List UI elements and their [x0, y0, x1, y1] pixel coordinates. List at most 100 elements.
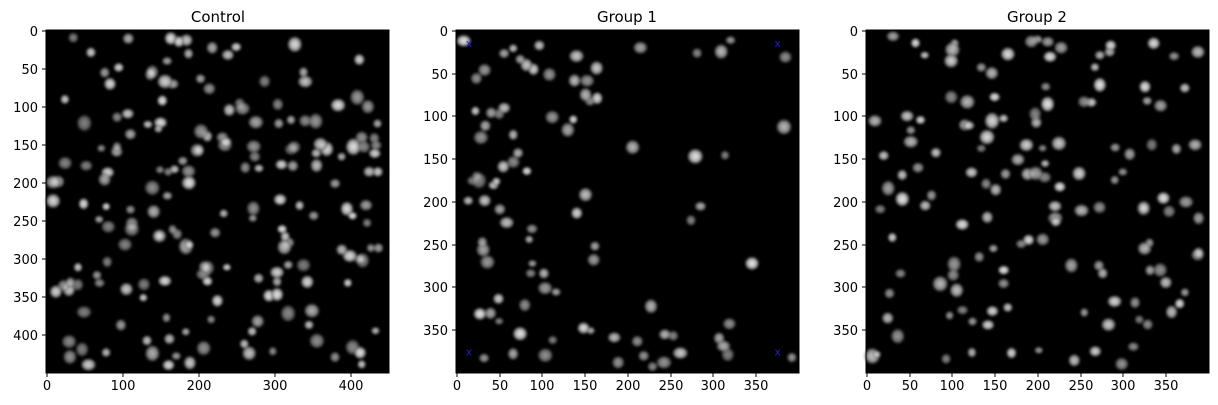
nucleus: [625, 140, 640, 155]
nucleus: [1043, 51, 1057, 62]
nucleus: [287, 36, 302, 53]
nucleus: [162, 57, 173, 65]
nucleus: [498, 48, 510, 59]
nucleus: [366, 243, 376, 253]
nucleus: [68, 32, 79, 43]
nucleus: [268, 347, 277, 356]
nucleus: [92, 270, 102, 280]
nucleus: [745, 257, 759, 270]
nucleus: [155, 165, 165, 174]
y-tick-label: 100: [833, 110, 858, 125]
nucleus: [124, 128, 136, 140]
panel-title: Group 2: [1007, 8, 1067, 26]
nucleus: [525, 269, 536, 278]
nucleus: [494, 203, 506, 215]
panel-group-2: Group 2 0 50 100 150 200 250 300 350: [833, 8, 1210, 394]
nucleus: [81, 358, 96, 371]
nucleus: [695, 201, 706, 211]
nucleus: [63, 349, 77, 364]
nucleus: [1011, 153, 1025, 166]
nucleus: [277, 224, 287, 234]
nucleus: [206, 315, 216, 324]
nucleus: [1163, 205, 1176, 218]
nucleus: [340, 201, 354, 216]
y-tick-label: 300: [13, 253, 38, 268]
nucleus: [1093, 201, 1106, 214]
nucleus: [1180, 288, 1190, 297]
nucleus: [343, 278, 352, 288]
nucleus: [277, 239, 292, 255]
nucleus: [1168, 51, 1180, 61]
nucleus: [348, 211, 357, 220]
nucleus: [181, 328, 190, 336]
nucleus: [591, 92, 603, 105]
nucleus: [507, 347, 519, 360]
nucleus: [97, 144, 106, 152]
nucleus: [578, 188, 593, 202]
nucleus: [526, 224, 538, 234]
nucleus: [251, 315, 264, 328]
nucleus: [891, 328, 905, 344]
nucleus: [633, 41, 648, 54]
nuclei-layer: [45, 32, 384, 371]
nucleus: [497, 160, 510, 173]
y-tick-label: 250: [13, 215, 38, 230]
x-axis: 0 50 100 150 200 250 300 350: [453, 373, 768, 394]
nucleus: [950, 283, 964, 298]
nucleus: [102, 256, 112, 268]
nucleus: [473, 308, 487, 320]
nucleus: [350, 89, 365, 106]
nucleus: [182, 176, 196, 190]
nucleus: [895, 191, 910, 207]
nucleus: [1006, 347, 1017, 359]
x-tick-label: 250: [1069, 379, 1094, 394]
y-tick-label: 250: [423, 239, 448, 254]
nucleus: [1105, 40, 1117, 51]
nucleus: [299, 67, 308, 78]
nucleus: [508, 44, 518, 53]
nucleus: [371, 327, 380, 335]
nucleus: [1191, 45, 1205, 59]
marker-layer: x x x x: [466, 37, 782, 359]
nucleus: [1137, 242, 1152, 255]
x-axis: 0 50 100 150 200 250 300 350: [863, 373, 1178, 394]
nucleus: [1089, 346, 1102, 357]
nucleus: [118, 238, 132, 251]
nucleus: [177, 156, 188, 166]
nucleus: [363, 166, 375, 177]
nucleus: [98, 173, 111, 186]
nucleus: [932, 276, 948, 292]
panel-group-1: Group 1 x x x x 0 50 100 150 200 250 300 35…: [423, 8, 800, 394]
nucleus: [944, 90, 958, 104]
nucleus: [99, 67, 110, 78]
nucleus: [787, 352, 797, 363]
y-tick-label: 300: [833, 281, 858, 296]
nucleus: [485, 107, 497, 119]
nucleus: [254, 164, 264, 173]
nucleus: [184, 240, 194, 250]
nucleus: [206, 41, 218, 54]
nucleus: [528, 260, 537, 267]
nucleus: [346, 138, 361, 156]
y-tick-label: 200: [833, 196, 858, 211]
nucleus: [1068, 354, 1081, 367]
nucleus: [181, 165, 196, 178]
nucleus: [1023, 234, 1035, 246]
nucleus: [372, 166, 383, 177]
panel-title: Control: [191, 8, 245, 26]
nucleus: [120, 283, 133, 296]
x-tick-label: 300: [263, 379, 288, 394]
nucleus: [915, 115, 926, 125]
nucleus: [157, 95, 168, 106]
nucleus: [471, 106, 480, 116]
nucleus: [668, 330, 679, 341]
nucleus: [1165, 305, 1178, 319]
y-axis: 0 50 100 150 200 250 300 350: [833, 25, 866, 339]
nucleus: [1110, 175, 1119, 185]
nucleus: [542, 67, 556, 82]
nucleus: [239, 339, 249, 349]
nucleus: [986, 306, 999, 317]
nucleus: [1038, 144, 1047, 152]
nucleus: [897, 169, 908, 181]
nucleus: [112, 112, 123, 123]
